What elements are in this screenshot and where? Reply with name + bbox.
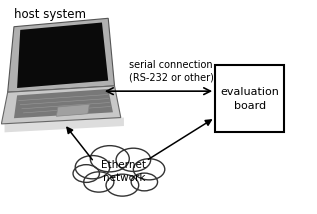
Bar — [215, 65, 284, 132]
Circle shape — [133, 159, 165, 180]
Polygon shape — [4, 117, 124, 132]
Circle shape — [131, 173, 158, 191]
Circle shape — [75, 156, 110, 179]
Circle shape — [73, 165, 100, 182]
Text: Ethernet
network: Ethernet network — [101, 160, 146, 183]
Polygon shape — [8, 18, 114, 92]
Circle shape — [106, 174, 139, 196]
Circle shape — [90, 146, 129, 172]
Circle shape — [116, 148, 151, 171]
Text: evaluation
board: evaluation board — [220, 86, 279, 111]
Polygon shape — [1, 86, 121, 124]
Text: host system: host system — [14, 8, 86, 21]
Polygon shape — [17, 22, 108, 88]
Circle shape — [84, 172, 114, 192]
Text: serial connection
(RS-232 or other): serial connection (RS-232 or other) — [129, 60, 214, 83]
Polygon shape — [14, 89, 113, 118]
Polygon shape — [56, 104, 89, 116]
